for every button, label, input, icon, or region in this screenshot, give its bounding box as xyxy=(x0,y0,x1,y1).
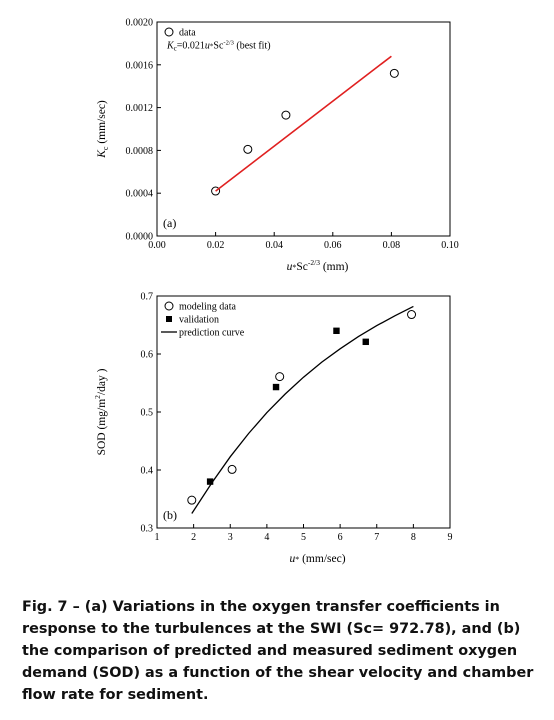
y-tick-label: 0.5 xyxy=(141,408,154,419)
data-point xyxy=(227,464,237,474)
y-tick-label: 0.3 xyxy=(141,524,154,535)
series-open-circle xyxy=(211,68,399,196)
data-point xyxy=(281,110,291,120)
validation-point xyxy=(362,338,369,346)
y-axis-title: SOD (mg/m2/day ) xyxy=(93,368,108,455)
data-point xyxy=(187,495,197,505)
x-tick-label: 3 xyxy=(228,532,233,543)
x-tick-label: 0.02 xyxy=(207,240,225,251)
x-tick-label: 2 xyxy=(191,532,196,543)
y-tick-label: 0.0020 xyxy=(126,18,154,29)
validation-point xyxy=(206,478,214,485)
data-point xyxy=(243,144,253,154)
legend-marker-circle xyxy=(164,301,174,311)
x-tick-label: 7 xyxy=(374,532,379,543)
x-tick-label: 0.04 xyxy=(265,240,283,251)
legend-entry: validation xyxy=(179,315,219,326)
y-tick-label: 0.7 xyxy=(141,292,154,303)
y-tick-label: 0.0008 xyxy=(126,146,154,157)
series-line xyxy=(215,55,392,192)
x-tick-label: 8 xyxy=(411,532,416,543)
legend-entry: data xyxy=(179,28,196,39)
panel-a-chart: 0.00 0.02 0.04 0.06 0.08 0.10 0.0000 0.0004 0.00… xyxy=(96,18,459,274)
y-axis-title: Kc (mm/sec) xyxy=(96,100,110,159)
x-tick-label: 6 xyxy=(338,532,343,543)
y-tick-label: 0.0004 xyxy=(126,189,154,200)
legend-entry: modeling data xyxy=(179,302,236,313)
x-tick-label: 4 xyxy=(264,532,269,543)
legend-marker-square xyxy=(166,316,172,322)
validation-point xyxy=(333,327,340,334)
series-open-circle xyxy=(187,310,417,505)
x-tick-label: 0.10 xyxy=(441,240,459,251)
series-line xyxy=(191,305,414,514)
best-fit-line xyxy=(215,55,392,192)
panel-label: (b) xyxy=(163,508,177,522)
x-tick-label: 5 xyxy=(301,532,306,543)
y-tick-label: 0.0012 xyxy=(126,103,154,114)
prediction-curve xyxy=(191,305,414,514)
y-tick-label: 0.4 xyxy=(141,466,154,477)
panel-label: (a) xyxy=(163,216,176,230)
y-tick-label: 0.0000 xyxy=(126,232,154,243)
panel-b-chart: 1 2 3 4 5 6 7 8 9 0.3 0.4 0.5 0.6 0.7 (b) u* (mm/sec) SO… xyxy=(93,292,453,566)
x-tick-label: 0.00 xyxy=(148,240,166,251)
x-tick-label: 0.08 xyxy=(383,240,401,251)
data-point xyxy=(407,310,417,320)
validation-point xyxy=(272,383,280,391)
x-tick-label: 1 xyxy=(155,532,160,543)
legend-entry: Kc=0.021u*Sc-2/3 (best fit) xyxy=(166,40,271,53)
legend: modeling data validation prediction curve xyxy=(161,301,245,339)
series-filled-square xyxy=(206,327,369,485)
y-tick-label: 0.6 xyxy=(141,350,154,361)
x-axis-title: u* (mm/sec) xyxy=(289,553,345,565)
legend-entry: prediction curve xyxy=(179,328,245,339)
data-point xyxy=(389,68,399,78)
plot-frame xyxy=(156,21,451,237)
data-point xyxy=(275,372,285,382)
figure: 0.00 0.02 0.04 0.06 0.08 0.10 0.0000 0.0004 0.00… xyxy=(93,18,459,566)
figure-caption: Fig. 7 – (a) Variations in the oxygen tr… xyxy=(22,599,534,703)
x-tick-label: 9 xyxy=(448,532,453,543)
y-tick-label: 0.0016 xyxy=(126,60,154,71)
x-axis-title: u*Sc-2/3 (mm) xyxy=(287,258,349,273)
legend-marker-circle xyxy=(164,27,174,37)
x-tick-label: 0.06 xyxy=(324,240,342,251)
